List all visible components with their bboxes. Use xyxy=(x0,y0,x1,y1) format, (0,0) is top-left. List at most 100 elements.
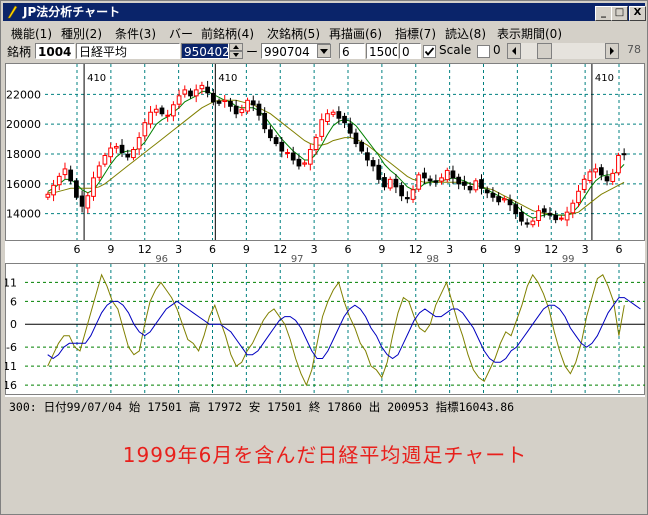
month-tick-label: 9 xyxy=(378,243,385,256)
candle-body xyxy=(433,180,439,183)
maximize-button[interactable]: □ xyxy=(611,6,628,21)
chart-caption: 1999年6月を含んだ日経平均週足チャート xyxy=(122,443,528,467)
osc-tick-label: 0 xyxy=(10,318,17,331)
osc-panel-frame xyxy=(5,263,645,395)
candle-body xyxy=(598,167,604,176)
stock-name-field[interactable]: 日経平均 xyxy=(76,43,180,59)
month-tick-label: 12 xyxy=(138,243,152,256)
candle-body xyxy=(427,178,433,182)
chart-svg: 14000 16000 18000 20000 22000 6 9 12 3 6 9 12 3 6 9 12 3… xyxy=(0,63,645,415)
year-label: 99 xyxy=(562,254,575,265)
candle-body xyxy=(593,168,598,173)
candle-body xyxy=(313,137,319,151)
toolbar: 銘柄 1004 日経平均 950402 ー 990704 6 1500 0 Sc… xyxy=(3,41,645,61)
month-tick-label: 12 xyxy=(273,243,287,256)
candle-body xyxy=(125,153,131,158)
oscillator-line xyxy=(47,273,625,387)
marker-label: 410 xyxy=(87,73,106,84)
second-checkbox[interactable] xyxy=(477,45,490,58)
app-icon xyxy=(7,5,18,19)
menu-bar: 機能(1) 種別(2) 条件(3) バー 前銘柄(4) 次銘柄(5) 再描画(6… xyxy=(3,23,645,41)
param2-field[interactable]: 1500 xyxy=(366,43,398,59)
month-tick-label: 9 xyxy=(514,243,521,256)
candle-body xyxy=(450,170,456,179)
month-tick-label: 3 xyxy=(582,243,589,256)
candle-body xyxy=(136,137,142,150)
close-button[interactable]: X xyxy=(629,6,646,21)
menu-item-bar[interactable]: バー xyxy=(169,27,194,41)
candle-body xyxy=(393,178,399,188)
month-tick-label: 6 xyxy=(345,243,352,256)
right-value: 78 xyxy=(627,43,641,56)
candle-body xyxy=(51,184,56,196)
scale-checkbox[interactable] xyxy=(423,45,436,58)
month-tick-label: 3 xyxy=(175,243,182,256)
candle-body xyxy=(296,158,302,167)
chart-background xyxy=(5,63,645,415)
start-date-field[interactable]: 950402 xyxy=(181,43,229,59)
month-tick-label: 12 xyxy=(409,243,423,256)
chart-area: 14000 16000 18000 20000 22000 6 9 12 3 6 9 12 3 6 9 12 3… xyxy=(0,63,645,415)
candle-body xyxy=(148,111,153,125)
price-panel-frame xyxy=(5,63,645,241)
menu-item-load[interactable]: 読込(8) xyxy=(445,27,486,41)
candle-body xyxy=(610,172,616,182)
candle-body xyxy=(233,105,239,115)
stock-label: 銘柄 xyxy=(7,45,32,59)
candle-body xyxy=(188,90,193,97)
candle-body xyxy=(484,189,490,194)
chevron-down-icon[interactable] xyxy=(317,44,331,58)
candle-body xyxy=(490,192,496,198)
month-tick-label: 6 xyxy=(480,243,487,256)
menu-item-function[interactable]: 機能(1) xyxy=(11,27,52,41)
candle-body xyxy=(268,129,273,139)
candle-body xyxy=(530,220,536,226)
month-tick-label: 6 xyxy=(209,243,216,256)
period-scrollbar[interactable] xyxy=(507,43,619,59)
candle-body xyxy=(68,169,74,182)
candle-body xyxy=(205,86,210,94)
menu-item-display-period[interactable]: 表示期間(0) xyxy=(497,27,562,41)
candle-body xyxy=(519,211,524,222)
candle-body xyxy=(382,177,387,188)
candle-body xyxy=(193,89,199,97)
menu-item-type[interactable]: 種別(2) xyxy=(61,27,102,41)
param1-field[interactable]: 6 xyxy=(339,43,365,59)
candle-body xyxy=(302,162,307,165)
candle-body xyxy=(199,84,205,90)
param3-field[interactable]: 0 xyxy=(399,43,421,59)
candle-body xyxy=(513,204,519,215)
candle-body xyxy=(370,160,376,167)
start-date-spinner[interactable] xyxy=(229,43,243,59)
menu-item-condition[interactable]: 条件(3) xyxy=(115,27,156,41)
candle-body xyxy=(581,178,587,190)
price-tick-label: 22000 xyxy=(6,88,41,101)
month-tick-label: 12 xyxy=(544,243,558,256)
candle-body xyxy=(353,132,359,145)
candle-body xyxy=(79,195,85,207)
signal-line xyxy=(47,297,641,363)
year-label: 98 xyxy=(426,254,439,265)
menu-item-next-stock[interactable]: 次銘柄(5) xyxy=(267,27,320,41)
candle-body xyxy=(444,169,450,181)
candle-body xyxy=(376,164,382,180)
candle-body xyxy=(496,196,501,203)
osc-tick-label: -16 xyxy=(5,379,17,392)
candle-body xyxy=(245,99,250,112)
candle-body xyxy=(239,108,245,114)
candle-body xyxy=(501,198,507,201)
candle-body xyxy=(621,153,627,156)
candle-body xyxy=(176,95,182,105)
candle-body xyxy=(422,172,427,179)
minimize-button[interactable]: _ xyxy=(595,6,612,21)
candle-body xyxy=(473,180,479,191)
candle-body xyxy=(456,176,462,185)
stock-code-field[interactable]: 1004 xyxy=(35,43,75,59)
candle-body xyxy=(153,108,159,113)
scale-value: 0 xyxy=(493,43,501,57)
menu-item-redraw[interactable]: 再描画(6) xyxy=(329,27,382,41)
menu-item-indicator[interactable]: 指標(7) xyxy=(395,27,436,41)
menu-item-prev-stock[interactable]: 前銘柄(4) xyxy=(201,27,254,41)
price-tick-label: 20000 xyxy=(6,118,41,131)
title-bar[interactable]: JP法分析チャート _ □ X xyxy=(3,3,646,21)
